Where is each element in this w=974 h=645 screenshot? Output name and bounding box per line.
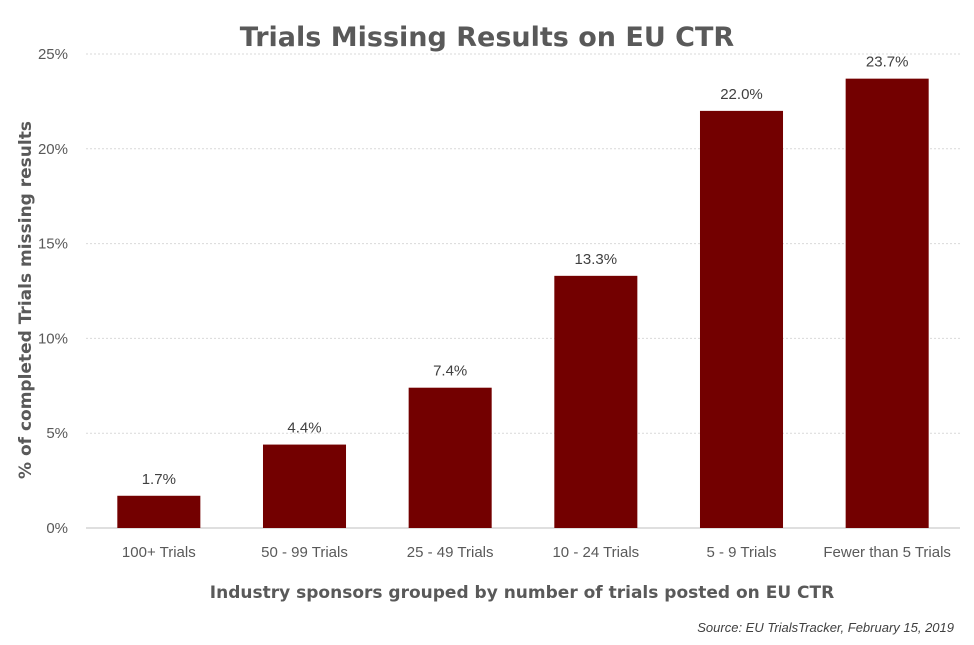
- data-label: 7.4%: [433, 363, 467, 380]
- bar: [845, 78, 929, 528]
- y-tick-label: 10%: [38, 330, 68, 347]
- data-label: 1.7%: [142, 471, 176, 488]
- bar: [117, 495, 201, 528]
- y-tick-label: 20%: [38, 141, 68, 158]
- data-label: 23.7%: [866, 54, 909, 71]
- data-labels: 1.7% 4.4% 7.4% 13.3% 22.0% 23.7%: [142, 54, 909, 488]
- bars: [117, 78, 929, 528]
- y-tick-label: 5%: [46, 425, 68, 442]
- gridlines: [86, 53, 960, 529]
- x-tick-label: 100+ Trials: [122, 544, 196, 561]
- bar: [699, 110, 784, 528]
- y-tick-label: 25%: [38, 46, 68, 63]
- y-axis-ticks: 0% 5% 10% 15% 20% 25%: [38, 46, 68, 537]
- x-tick-label: Fewer than 5 Trials: [823, 544, 951, 561]
- y-tick-label: 15%: [38, 236, 68, 253]
- x-tick-label: 5 - 9 Trials: [706, 544, 776, 561]
- data-label: 13.3%: [575, 251, 618, 268]
- bar: [408, 387, 492, 528]
- chart-title: Trials Missing Results on EU CTR: [240, 22, 735, 53]
- x-axis-title: Industry sponsors grouped by number of t…: [210, 583, 834, 603]
- bar: [262, 444, 347, 528]
- x-axis-ticks: 100+ Trials 50 - 99 Trials 25 - 49 Trials 1…: [122, 544, 951, 561]
- bar: [554, 275, 638, 528]
- x-tick-label: 25 - 49 Trials: [407, 544, 494, 561]
- data-label: 4.4%: [287, 420, 321, 437]
- data-label: 22.0%: [720, 86, 763, 103]
- y-tick-label: 0%: [46, 520, 68, 537]
- source-note: Source: EU TrialsTracker, February 15, 2…: [697, 620, 954, 635]
- y-axis-title: % of completed Trials missing results: [16, 121, 36, 479]
- x-tick-label: 50 - 99 Trials: [261, 544, 348, 561]
- x-tick-label: 10 - 24 Trials: [552, 544, 639, 561]
